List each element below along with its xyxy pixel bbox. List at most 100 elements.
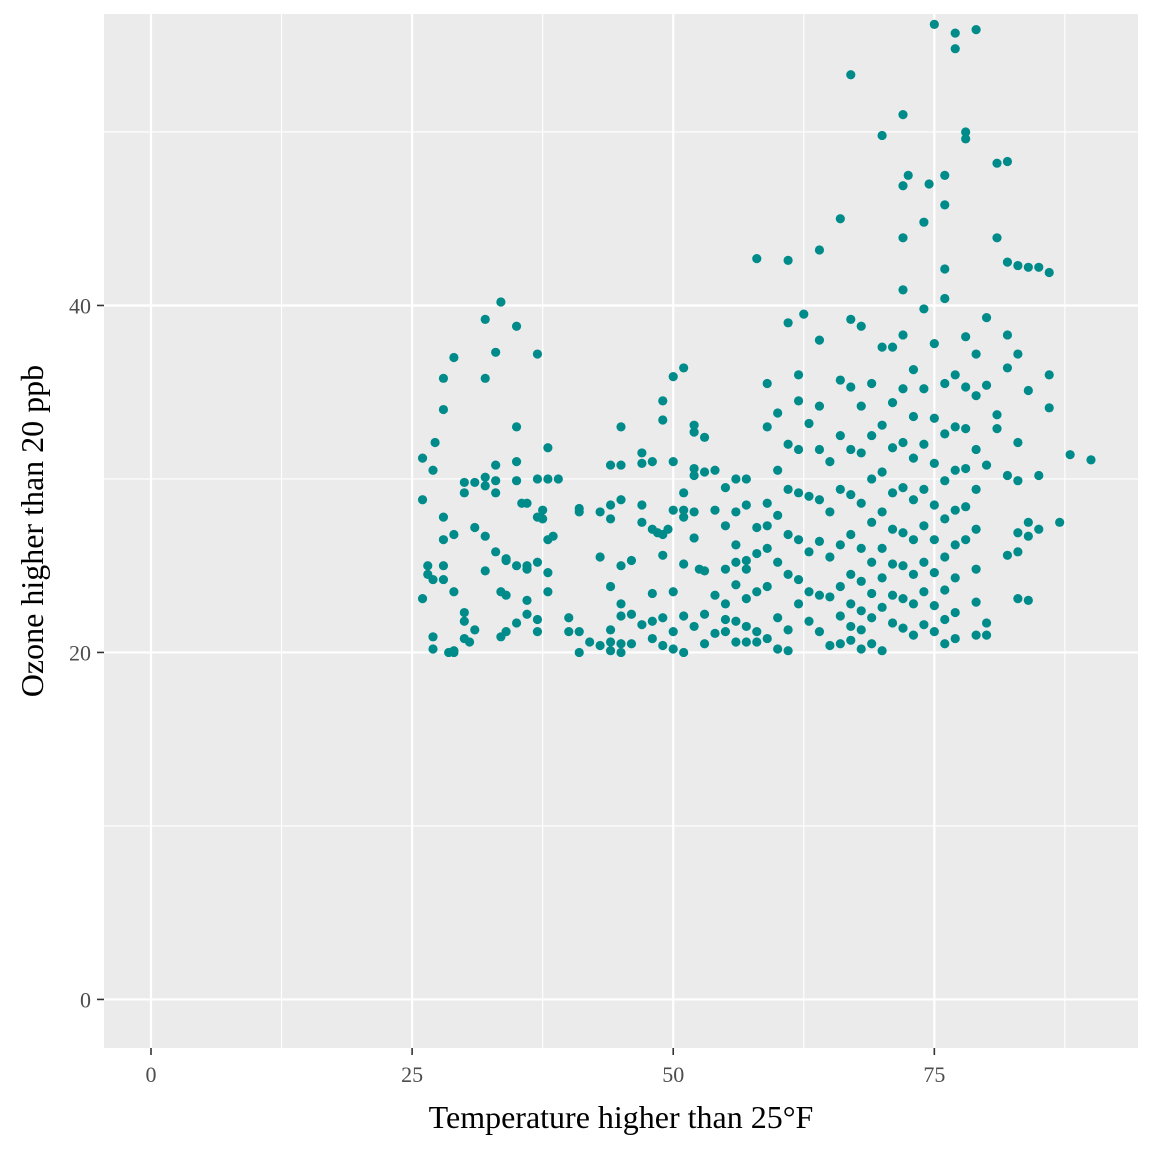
data-point: [971, 391, 981, 401]
data-point: [898, 330, 908, 340]
data-point: [793, 574, 804, 585]
data-point: [950, 422, 960, 432]
data-point: [887, 342, 898, 352]
data-point: [887, 618, 898, 628]
data-point: [793, 535, 804, 545]
data-point: [679, 505, 689, 515]
data-point: [814, 444, 825, 455]
data-point: [877, 573, 887, 583]
data-point: [438, 512, 449, 522]
data-point: [846, 444, 856, 455]
data-point: [867, 517, 877, 527]
data-point: [480, 566, 490, 576]
data-point: [762, 521, 772, 531]
data-point: [532, 474, 543, 484]
data-point: [950, 633, 960, 644]
y-tick-label: 20: [69, 640, 91, 665]
data-point: [762, 581, 772, 592]
data-point: [929, 601, 939, 611]
data-point: [741, 564, 751, 574]
data-point: [919, 217, 929, 227]
data-point: [1013, 260, 1023, 271]
data-point: [981, 618, 992, 628]
data-point: [522, 595, 532, 605]
data-point: [783, 439, 793, 449]
data-point: [971, 597, 981, 607]
data-point: [741, 500, 751, 510]
data-point: [762, 422, 772, 432]
data-point: [908, 569, 919, 579]
data-point: [908, 630, 919, 640]
data-point: [1055, 517, 1065, 527]
data-point: [491, 547, 501, 557]
data-point: [647, 457, 657, 467]
data-point: [846, 599, 856, 609]
data-point: [898, 594, 908, 604]
data-point: [752, 637, 762, 647]
data-point: [804, 616, 814, 626]
data-point: [543, 587, 553, 597]
data-point: [940, 293, 950, 304]
data-point: [731, 474, 741, 484]
data-point: [595, 507, 605, 517]
data-point: [616, 611, 626, 621]
data-point: [720, 627, 731, 637]
data-point: [464, 637, 475, 647]
data-point: [532, 627, 543, 637]
data-point: [449, 587, 459, 597]
data-point: [1013, 476, 1023, 486]
data-point: [511, 422, 522, 432]
data-point: [898, 110, 908, 120]
data-point: [783, 318, 793, 328]
data-point: [626, 609, 637, 619]
x-axis: 0 25 50 75: [146, 1048, 945, 1087]
data-point: [720, 521, 731, 531]
data-point: [919, 439, 929, 449]
data-point: [543, 443, 553, 453]
data-point: [637, 500, 647, 510]
data-point: [877, 467, 887, 477]
data-point: [773, 465, 783, 475]
data-point: [522, 498, 532, 508]
data-point: [679, 611, 689, 621]
data-point: [846, 569, 856, 579]
data-point: [689, 470, 699, 481]
data-point: [1086, 455, 1096, 465]
data-point: [898, 384, 908, 394]
data-point: [856, 606, 866, 616]
major-gridlines: [104, 14, 1138, 1048]
data-point: [605, 500, 616, 510]
data-point: [846, 70, 856, 80]
data-point: [637, 458, 647, 468]
data-point: [605, 460, 616, 470]
data-point: [553, 474, 563, 484]
data-point: [741, 555, 751, 566]
data-point: [438, 404, 449, 415]
data-point: [793, 370, 804, 380]
data-point: [1023, 531, 1033, 541]
data-point: [564, 627, 574, 637]
data-point: [710, 465, 720, 475]
data-point: [898, 181, 908, 191]
data-point: [605, 581, 616, 592]
data-point: [898, 483, 908, 493]
data-point: [867, 430, 877, 441]
data-point: [981, 460, 992, 470]
data-point: [856, 321, 866, 331]
data-point: [919, 521, 929, 531]
data-point: [804, 491, 814, 501]
data-point: [616, 460, 626, 470]
data-point: [470, 625, 480, 635]
data-point: [825, 552, 835, 562]
data-point: [961, 463, 971, 474]
data-point: [658, 640, 668, 651]
y-axis-title: Ozone higher than 20 ppb: [14, 365, 50, 697]
data-point: [522, 609, 532, 619]
data-point: [929, 568, 939, 578]
data-point: [501, 627, 511, 637]
data-point: [950, 28, 960, 38]
data-point: [835, 214, 845, 224]
data-point: [595, 640, 605, 651]
data-point: [762, 498, 772, 508]
data-point: [480, 373, 490, 383]
